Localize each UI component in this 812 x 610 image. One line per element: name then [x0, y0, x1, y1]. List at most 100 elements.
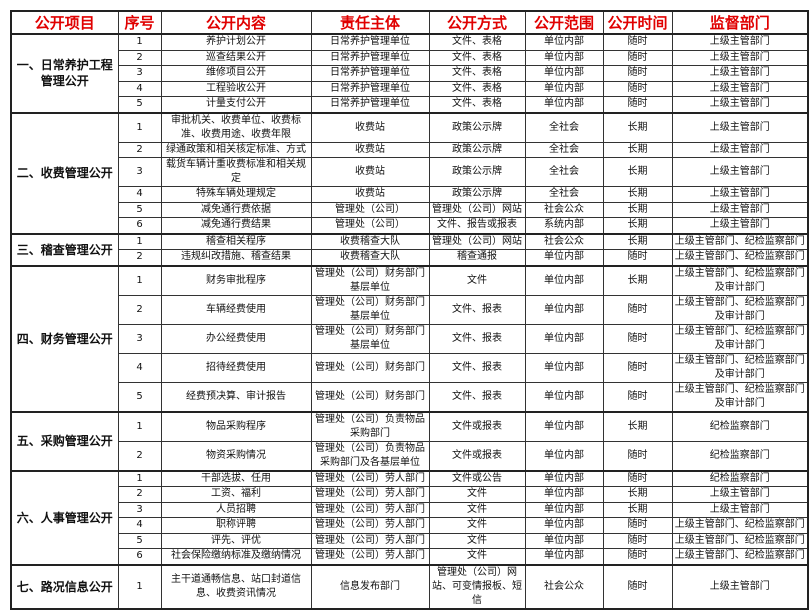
table-row: 3 维修项目公开 日常养护管理单位 文件、表格 单位内部 随时 上级主管部门 [11, 65, 809, 82]
row-method: 文件 [428, 548, 526, 565]
row-time: 长期 [602, 186, 673, 203]
row-supervisor: 上级主管部门、纪检监察部门 [671, 232, 809, 250]
row-method: 管理处（公司）网站 [428, 232, 526, 250]
row-no: 5 [117, 96, 162, 113]
row-scope: 单位内部 [524, 501, 604, 518]
table-row: 5 经费预决算、审计报告 管理处（公司）财务部门 文件、报表 单位内部 随时 上级主管部门、… [11, 381, 809, 412]
row-method: 文件、报表 [428, 352, 526, 383]
row-scope: 全社会 [524, 157, 604, 187]
row-no: 3 [117, 157, 162, 187]
row-no: 4 [117, 80, 162, 97]
row-owner: 日常养护管理单位 [310, 49, 430, 66]
row-method: 管理处（公司）网站、可变情报板、短信 [428, 563, 526, 609]
row-method: 管理处（公司）网站 [428, 201, 526, 218]
row-supervisor: 上级主管部门 [671, 563, 809, 609]
row-content: 计量支付公开 [160, 96, 312, 113]
row-owner: 收费站 [310, 111, 430, 143]
row-owner: 管理处（公司）负责物品采购部门 [310, 410, 430, 442]
row-no: 1 [117, 111, 162, 143]
header-scope: 公开范围 [524, 10, 604, 35]
row-content: 审批机关、收费单位、收费标准、收费用途、收费年限 [160, 111, 312, 143]
group-title: 七、路况信息公开 [10, 563, 119, 609]
row-method: 文件 [428, 501, 526, 518]
row-content: 违规纠改措施、稽查结果 [160, 249, 312, 266]
row-content: 减免通行费结果 [160, 217, 312, 234]
row-no: 1 [117, 469, 162, 487]
row-method: 文件 [428, 264, 526, 296]
row-time: 随时 [602, 563, 673, 609]
row-content: 车辆经费使用 [160, 294, 312, 325]
row-no: 1 [117, 264, 162, 296]
table-row: 2 违规纠改措施、稽查结果 收费稽查大队 稽查通报 单位内部 随时 上级主管部门、纪检监察部… [11, 249, 809, 266]
table-row: 4 职称评聘 管理处（公司）劳人部门 文件 单位内部 随时 上级主管部门、纪检监察部门 [11, 517, 809, 534]
row-scope: 单位内部 [524, 532, 604, 549]
row-no: 3 [117, 323, 162, 354]
table-row: 2 巡查结果公开 日常养护管理单位 文件、表格 单位内部 随时 上级主管部门 [11, 49, 809, 66]
row-method: 政策公示牌 [428, 157, 526, 187]
row-owner: 收费稽查大队 [310, 249, 430, 266]
table-row: 4 特殊车辆处理规定 收费站 政策公示牌 全社会 长期 上级主管部门 [11, 186, 809, 203]
group-title: 六、人事管理公开 [10, 469, 119, 565]
row-time: 长期 [602, 501, 673, 518]
row-content: 稽查相关程序 [160, 232, 312, 250]
header-item: 公开项目 [10, 10, 119, 35]
row-time: 随时 [602, 532, 673, 549]
disclosure-table: 公开项目 序号 公开内容 责任主体 公开方式 公开范围 公开时间 监督部门 一、日常养护工程管… [10, 10, 809, 610]
row-scope: 单位内部 [524, 440, 604, 471]
row-supervisor: 上级主管部门、纪检监察部门及审计部门 [671, 264, 809, 296]
row-scope: 单位内部 [524, 323, 604, 354]
row-no: 2 [117, 294, 162, 325]
table-row: 6 社会保险缴纳标准及缴纳情况 管理处（公司）劳人部门 文件 单位内部 随时 上级主管部门、… [11, 548, 809, 565]
row-no: 5 [117, 381, 162, 412]
row-no: 2 [117, 141, 162, 158]
row-time: 长期 [602, 486, 673, 503]
row-method: 文件、表格 [428, 65, 526, 82]
row-no: 6 [117, 548, 162, 565]
row-supervisor: 上级主管部门 [671, 157, 809, 187]
table-row: 七、路况信息公开 1 主干道通畅信息、站口封道信息、收费资讯情况 信息发布部门 管理处（… [10, 563, 809, 609]
row-owner: 信息发布部门 [310, 563, 430, 609]
row-method: 政策公示牌 [428, 141, 526, 158]
row-owner: 管理处（公司） [310, 201, 430, 218]
row-content: 物品采购程序 [160, 410, 312, 442]
table-row: 4 工程验收公开 日常养护管理单位 文件、表格 单位内部 随时 上级主管部门 [11, 80, 809, 97]
row-method: 文件、报表 [428, 294, 526, 325]
row-no: 5 [117, 532, 162, 549]
table-row: 一、日常养护工程管理公开 1 养护计划公开 日常养护管理单位 文件、表格 单位内部 随时 上级… [10, 33, 809, 113]
row-content: 养护计划公开 [160, 33, 312, 51]
table-row: 2 车辆经费使用 管理处（公司）财务部门基层单位 文件、报表 单位内部 随时 上级主管部门、… [11, 294, 809, 325]
header-method: 公开方式 [428, 10, 526, 35]
row-time: 随时 [602, 33, 673, 51]
row-scope: 单位内部 [524, 517, 604, 534]
row-time: 随时 [602, 548, 673, 565]
row-time: 随时 [602, 352, 673, 383]
row-time: 随时 [602, 249, 673, 266]
group-title: 三、稽查管理公开 [10, 232, 119, 266]
row-content: 工程验收公开 [160, 80, 312, 97]
row-owner: 管理处（公司）负责物品采购部门及各基层单位 [310, 440, 430, 471]
row-content: 工资、福利 [160, 486, 312, 503]
row-owner: 日常养护管理单位 [310, 96, 430, 113]
row-supervisor: 上级主管部门 [671, 80, 809, 97]
table-row: 四、财务管理公开 1 财务审批程序 管理处（公司）财务部门基层单位 文件 单位内部 长期 上级… [10, 264, 809, 412]
row-owner: 管理处（公司）劳人部门 [310, 517, 430, 534]
row-content: 人员招聘 [160, 501, 312, 518]
row-scope: 全社会 [524, 111, 604, 143]
row-method: 文件或公告 [428, 469, 526, 487]
row-owner: 收费站 [310, 186, 430, 203]
row-method: 文件、表格 [428, 96, 526, 113]
row-no: 6 [117, 217, 162, 234]
row-method: 文件 [428, 517, 526, 534]
table-row: 3 人员招聘 管理处（公司）劳人部门 文件 单位内部 长期 上级主管部门 [11, 501, 809, 518]
table-row: 2 物资采购情况 管理处（公司）负责物品采购部门及各基层单位 文件或报表 单位内部 随时纪… [11, 440, 809, 471]
row-owner: 收费站 [310, 141, 430, 158]
row-no: 3 [117, 65, 162, 82]
row-content: 物资采购情况 [160, 440, 312, 471]
row-content: 招待经费使用 [160, 352, 312, 383]
row-supervisor: 纪检监察部门 [671, 440, 809, 471]
header-content: 公开内容 [160, 10, 312, 35]
row-scope: 单位内部 [524, 49, 604, 66]
row-supervisor: 上级主管部门、纪检监察部门 [671, 517, 809, 534]
row-no: 1 [117, 232, 162, 250]
row-supervisor: 上级主管部门 [671, 217, 809, 234]
